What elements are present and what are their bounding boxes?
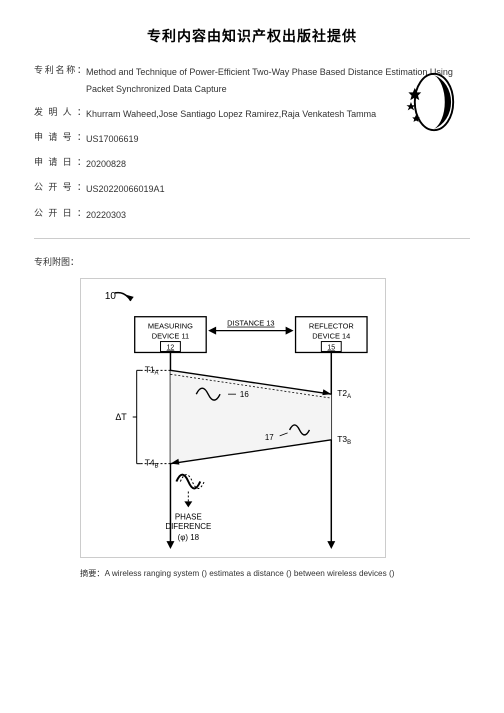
fig-right-box-l2: DEVICE 14 xyxy=(312,331,350,340)
value-app-date: 20200828 xyxy=(86,156,470,173)
publisher-logo xyxy=(402,70,466,134)
fig-t2: T2A xyxy=(337,388,351,400)
fig-left-box-l2: DEVICE 11 xyxy=(152,331,189,340)
value-pub-no: US20220066019A1 xyxy=(86,181,470,198)
fig-distance: DISTANCE 13 xyxy=(227,318,274,327)
label-app-no: 申请号： xyxy=(34,131,86,148)
fig-r17: 17 xyxy=(265,432,274,441)
fig-t3: T3B xyxy=(337,433,351,445)
attachment-label: 专利附图： xyxy=(34,255,470,268)
value-pub-date: 20220303 xyxy=(86,207,470,224)
divider xyxy=(34,238,470,239)
fig-sys-label: 10 xyxy=(105,291,117,302)
fig-dt: ΔT xyxy=(115,412,127,422)
label-inventor: 发明人： xyxy=(34,106,86,123)
label-pub-date: 公开日： xyxy=(34,207,86,224)
label-app-date: 申请日： xyxy=(34,156,86,173)
abstract-label: 摘要： xyxy=(80,569,105,578)
fig-t4: T4B xyxy=(145,457,159,469)
fig-right-inner: 15 xyxy=(327,344,335,351)
abstract: 摘要：A wireless ranging system () estimate… xyxy=(34,568,470,580)
fig-left-inner: 12 xyxy=(167,344,175,351)
fig-r16: 16 xyxy=(240,390,249,399)
fig-t1: T1A xyxy=(145,364,159,376)
label-pub-no: 公开号： xyxy=(34,181,86,198)
page-title: 专利内容由知识产权出版社提供 xyxy=(34,26,470,46)
abstract-text: A wireless ranging system () estimates a… xyxy=(105,569,395,578)
fig-right-box-l1: REFLECTOR xyxy=(309,321,355,330)
fig-left-box-l1: MEASURING xyxy=(148,321,193,330)
label-patent-name: 专利名称： xyxy=(34,64,86,98)
fig-phase-l2: DIFERENCE xyxy=(165,522,211,531)
fig-phase-l1: PHASE xyxy=(175,512,202,521)
patent-figure: 10 MEASURING DEVICE 11 12 REFLECTOR DEVI… xyxy=(80,278,386,558)
fig-phase-l3: (φ) 18 xyxy=(178,533,200,542)
